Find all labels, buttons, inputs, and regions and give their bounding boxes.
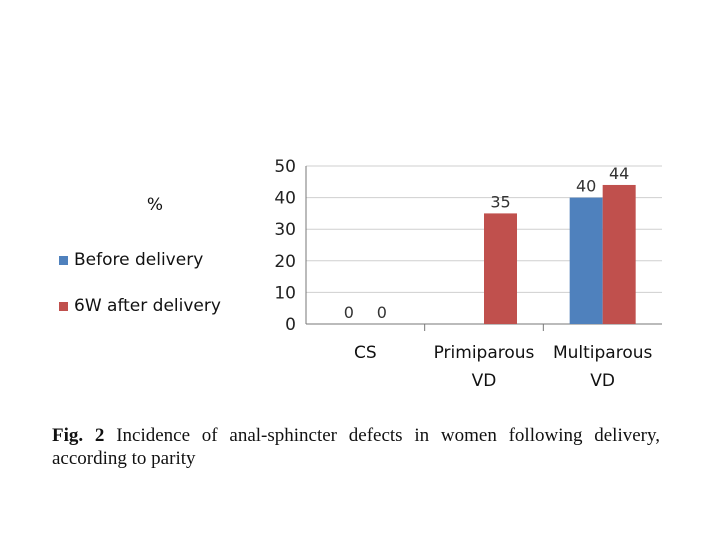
y-tick-label: 50 xyxy=(274,157,296,177)
y-tick-label: 10 xyxy=(274,283,296,303)
legend-label: 6W after delivery xyxy=(74,296,221,316)
y-axis-label: % xyxy=(147,195,163,215)
y-tick-label: 0 xyxy=(285,315,296,335)
x-category-label: VD xyxy=(590,371,615,391)
data-label: 0 xyxy=(377,303,387,322)
bar xyxy=(569,197,603,324)
figure-number: Fig. 2 xyxy=(52,425,105,446)
bar xyxy=(602,184,636,324)
data-label: 44 xyxy=(609,164,629,183)
data-label: 35 xyxy=(490,192,510,211)
y-tick-label: 20 xyxy=(274,252,296,272)
x-category-label: VD xyxy=(472,371,497,391)
legend-label: Before delivery xyxy=(74,250,203,270)
figure-caption: Fig. 2 Incidence of anal-sphincter defec… xyxy=(52,424,660,470)
bar xyxy=(484,213,517,324)
legend-swatch xyxy=(59,302,68,311)
x-category-label: Primiparous xyxy=(434,343,535,363)
x-category-label: Multiparous xyxy=(553,343,653,363)
y-tick-label: 40 xyxy=(274,189,296,209)
bar-chart: 0 10 20 30 40 50 CS Primiparous VD Multiparous VD 0… xyxy=(59,157,662,391)
x-category-label: CS xyxy=(354,343,377,363)
legend-swatch xyxy=(59,256,68,265)
caption-text: Incidence of anal-sphincter defects in w… xyxy=(52,425,661,469)
data-label: 0 xyxy=(344,303,354,322)
data-label: 40 xyxy=(576,177,596,196)
y-tick-label: 30 xyxy=(274,220,296,240)
